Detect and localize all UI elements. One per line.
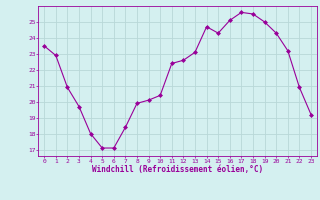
X-axis label: Windchill (Refroidissement éolien,°C): Windchill (Refroidissement éolien,°C) xyxy=(92,165,263,174)
